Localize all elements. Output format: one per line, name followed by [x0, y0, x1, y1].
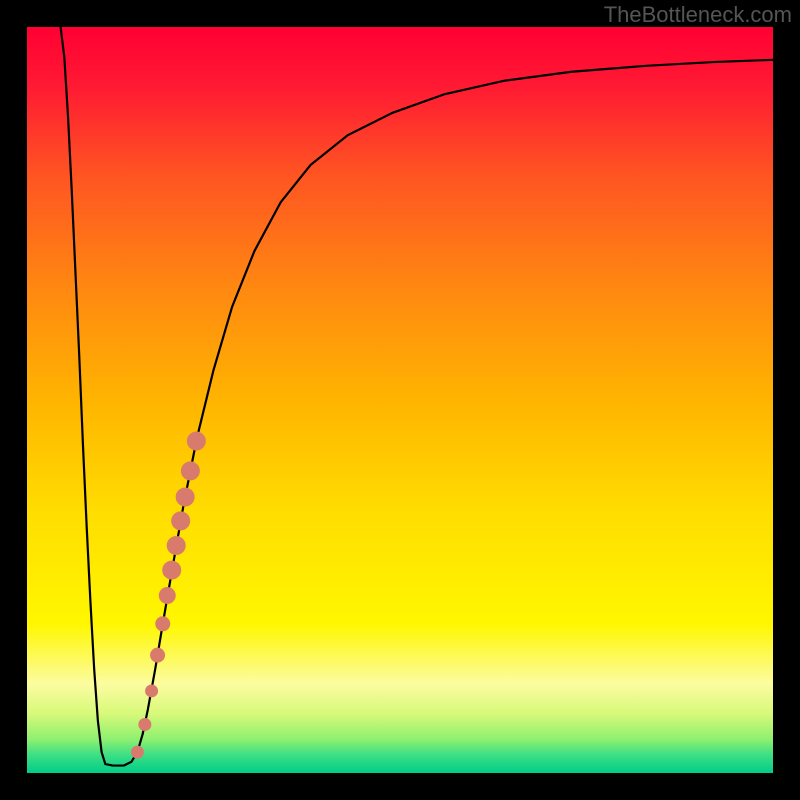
plot-background	[27, 27, 773, 773]
marker-point	[176, 488, 194, 506]
chart-container: TheBottleneck.com	[0, 0, 800, 800]
frame-left	[0, 0, 27, 800]
marker-point	[139, 719, 151, 731]
marker-point	[187, 432, 205, 450]
frame-bottom	[0, 773, 800, 800]
marker-point	[163, 561, 181, 579]
marker-point	[151, 648, 165, 662]
frame-right	[773, 0, 800, 800]
marker-point	[146, 685, 158, 697]
marker-point	[167, 536, 185, 554]
marker-point	[131, 746, 143, 758]
marker-point	[156, 617, 170, 631]
bottleneck-chart	[0, 0, 800, 800]
marker-point	[172, 512, 190, 530]
marker-point	[159, 587, 175, 603]
attribution-text: TheBottleneck.com	[604, 2, 792, 28]
marker-point	[181, 462, 199, 480]
